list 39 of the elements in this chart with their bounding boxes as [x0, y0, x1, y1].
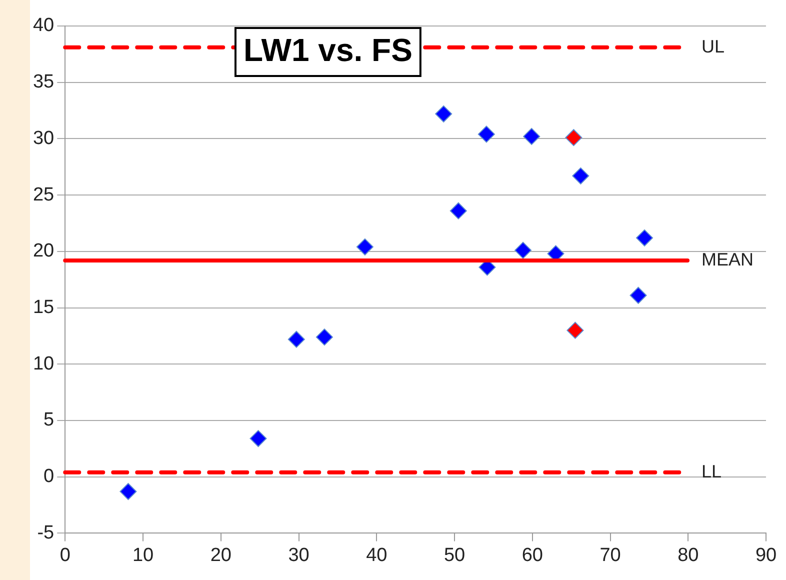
- point: [316, 328, 333, 346]
- y-tick-label: 5: [44, 410, 54, 431]
- ref-line-label: UL: [702, 36, 725, 56]
- point: [566, 322, 584, 339]
- y-tick-label: 30: [32, 128, 54, 149]
- x-tick-label: 0: [60, 544, 70, 566]
- y-tick-label: 15: [32, 297, 54, 318]
- y-tick-label: 25: [32, 184, 54, 206]
- point: [288, 330, 305, 348]
- y-tick-label: -5: [37, 522, 54, 544]
- x-tick-label: 80: [678, 544, 699, 566]
- x-tick-label: 40: [366, 544, 388, 566]
- point: [514, 242, 532, 259]
- x-tick-label: 90: [755, 544, 777, 566]
- y-tick-label: 0: [44, 466, 54, 488]
- x-tick-label: 30: [288, 544, 310, 566]
- point: [636, 229, 654, 246]
- y-tick-label: 10: [32, 353, 54, 374]
- point: [572, 167, 590, 184]
- ref-line-label: MEAN: [702, 249, 754, 270]
- x-tick-label: 60: [522, 544, 543, 566]
- chart-title: LW1 vs. FS: [243, 32, 412, 68]
- x-tick-label: 10: [132, 544, 154, 566]
- y-tick-label: 20: [32, 240, 54, 262]
- point: [478, 126, 495, 143]
- x-tick-label: 20: [210, 544, 232, 566]
- x-tick-label: 70: [600, 544, 621, 566]
- point: [250, 430, 267, 448]
- ref-line-label: LL: [702, 461, 722, 482]
- point: [356, 238, 374, 256]
- point: [450, 202, 467, 220]
- point: [435, 105, 452, 122]
- point: [630, 286, 647, 304]
- x-tick-label: 50: [444, 544, 466, 566]
- y-tick-label: 35: [32, 72, 54, 93]
- point: [565, 129, 582, 146]
- y-tick-label: 40: [32, 15, 54, 36]
- point: [523, 128, 540, 145]
- point: [120, 482, 137, 500]
